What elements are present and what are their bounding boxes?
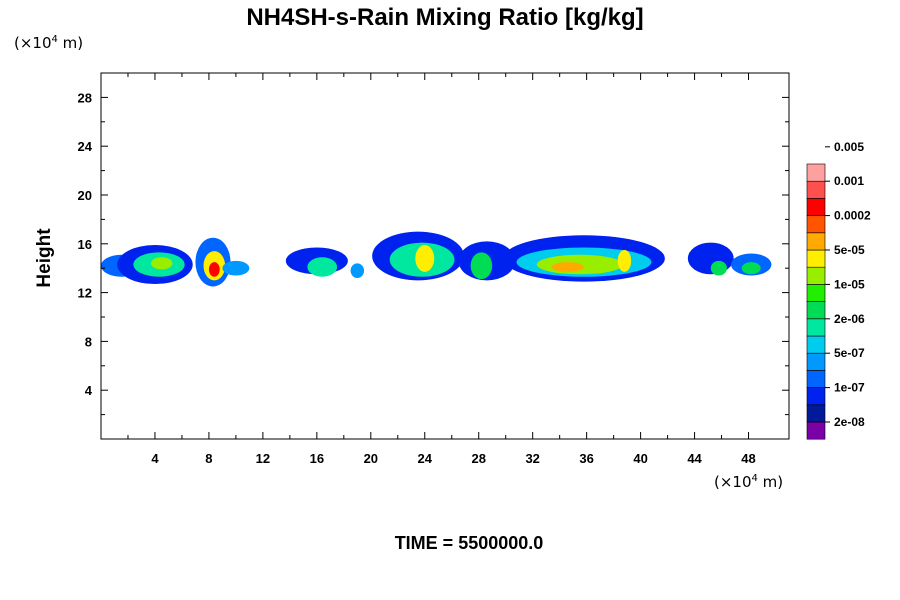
y-tick-label: 20 — [78, 188, 92, 203]
legend-swatch — [806, 421, 826, 440]
contour-cell-6 — [208, 262, 220, 277]
contour-cell-9 — [307, 257, 338, 277]
legend-label: 0.001 — [834, 174, 864, 188]
contour-cell-22 — [710, 260, 727, 276]
contour-field — [101, 231, 772, 287]
x-tick-label: 8 — [205, 451, 212, 466]
x-tick-label: 44 — [687, 451, 702, 466]
legend-label: 2e-06 — [834, 312, 865, 326]
x-tick-label: 4 — [151, 451, 159, 466]
legend-label: 5e-05 — [834, 243, 865, 257]
y-tick-label: 24 — [78, 139, 93, 154]
x-tick-label: 40 — [633, 451, 647, 466]
contour-cell-13 — [415, 245, 435, 272]
x-tick-label: 28 — [471, 451, 485, 466]
contour-cell-3 — [150, 257, 173, 270]
legend-label: 2e-08 — [834, 415, 865, 429]
x-tick-label: 20 — [364, 451, 378, 466]
contour-cell-21 — [687, 242, 734, 275]
legend-swatch — [806, 249, 826, 268]
contour-cell-15 — [470, 252, 493, 280]
color-legend: 2e-08 1e-07 5e-07 2e-06 1e-05 5e-05 0.0002 0.00… — [806, 140, 871, 440]
legend-swatch — [806, 335, 826, 354]
legend-swatch — [806, 370, 826, 388]
contour-cell-20 — [617, 249, 632, 272]
contour-cell-24 — [741, 262, 761, 275]
contour-cell-7 — [222, 260, 250, 276]
legend-swatch — [806, 180, 826, 199]
y-tick-label: 8 — [85, 334, 92, 349]
chart-title: NH4SH-s-Rain Mixing Ratio [kg/kg] — [246, 4, 643, 31]
x-tick-label: 36 — [579, 451, 593, 466]
legend-swatch — [806, 318, 826, 337]
legend-swatch — [806, 215, 826, 234]
y-tick-label: 28 — [78, 90, 92, 105]
y-axis-label: Height — [34, 228, 55, 288]
legend-swatch — [806, 266, 826, 285]
legend-swatch — [806, 198, 826, 216]
legend-swatch — [806, 232, 826, 251]
legend-swatch — [806, 404, 826, 423]
legend-label: 1e-07 — [834, 381, 865, 395]
legend-swatch — [806, 387, 826, 406]
x-tick-label: 24 — [418, 451, 433, 466]
legend-label: 0.005 — [834, 140, 864, 154]
legend-label: 5e-07 — [834, 346, 865, 360]
contour-cell-19 — [551, 262, 584, 272]
y-tick-label: 16 — [78, 237, 92, 252]
legend-swatch — [806, 301, 826, 320]
y-axis-unit: (×104 m) — [14, 34, 83, 52]
legend-swatch — [806, 284, 826, 302]
legend-label: 0.0002 — [834, 209, 871, 223]
x-tick-label: 32 — [525, 451, 539, 466]
time-label: TIME = 5500000.0 — [395, 533, 544, 553]
plot-frame — [100, 72, 790, 440]
x-axis-unit: (×104 m) — [714, 473, 783, 491]
x-tick-label: 12 — [256, 451, 270, 466]
x-tick-label: 16 — [310, 451, 324, 466]
x-tick-label: 48 — [741, 451, 755, 466]
contour-cell-10 — [350, 263, 365, 278]
legend-swatch — [806, 163, 826, 182]
legend-label: 1e-05 — [834, 277, 865, 291]
y-tick-label: 4 — [85, 383, 93, 398]
y-tick-label: 12 — [78, 286, 92, 301]
legend-swatch — [806, 352, 826, 371]
